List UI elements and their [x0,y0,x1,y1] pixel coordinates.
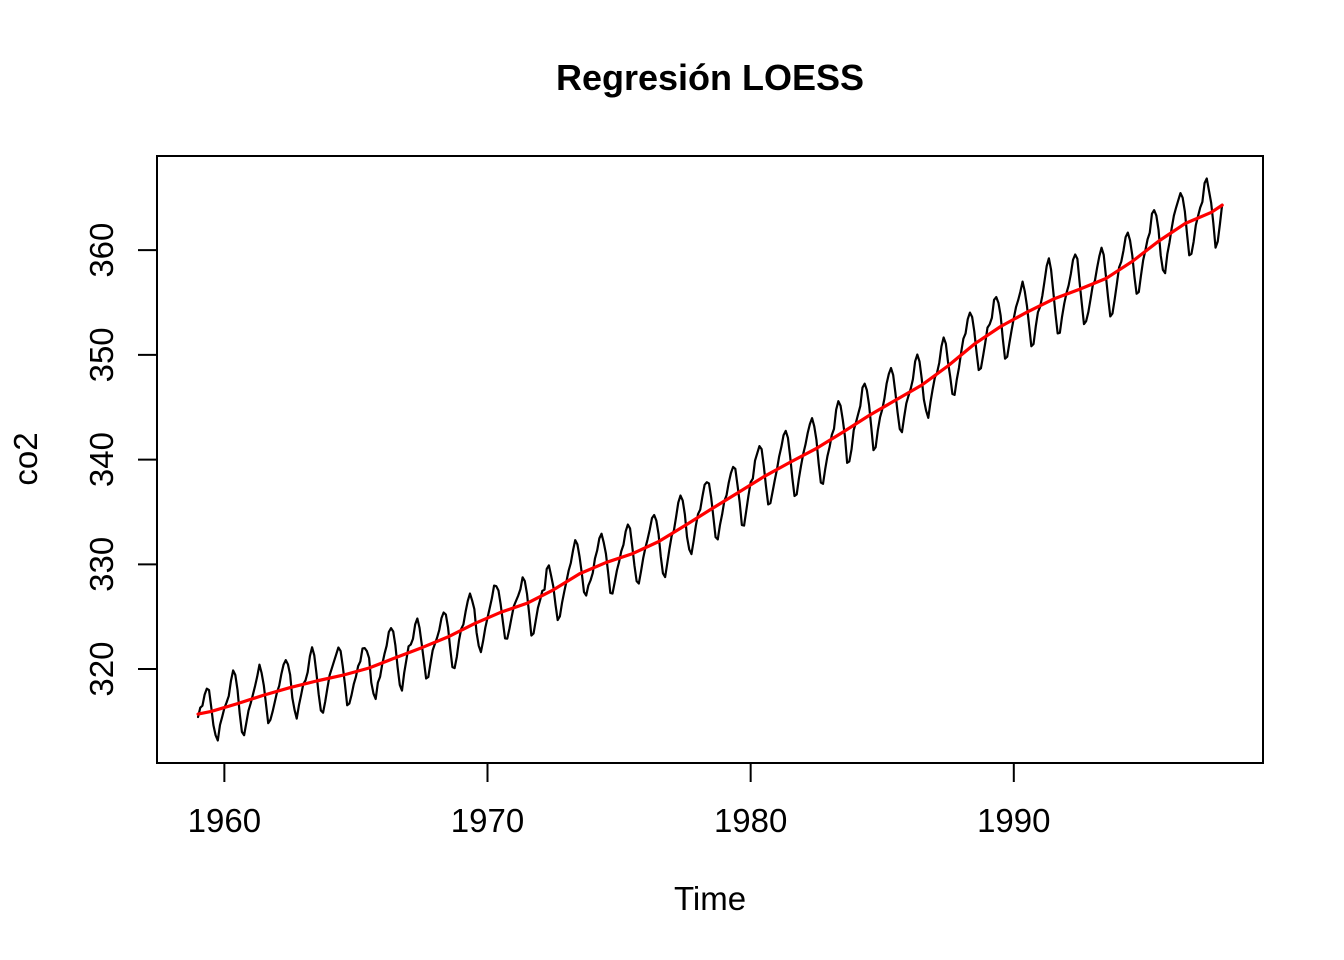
y-tick-label: 340 [83,432,120,487]
y-tick-label: 350 [83,327,120,382]
x-tick-label: 1970 [451,802,524,839]
y-tick-label: 330 [83,537,120,592]
y-axis: 320 330 340 350 360 [83,223,157,697]
y-axis-label: co2 [7,432,44,485]
co2-series-line [196,177,1224,742]
x-tick-label: 1980 [714,802,787,839]
chart-title: Regresión LOESS [556,57,864,98]
y-tick-label: 320 [83,642,120,697]
loess-fit-line [196,203,1224,716]
x-axis-label: Time [674,880,746,917]
y-tick-label: 360 [83,223,120,278]
plot-border-box [156,155,1264,764]
x-tick-label: 1990 [977,802,1050,839]
x-axis: 1960 1970 1980 1990 [188,763,1051,839]
x-tick-label: 1960 [188,802,261,839]
